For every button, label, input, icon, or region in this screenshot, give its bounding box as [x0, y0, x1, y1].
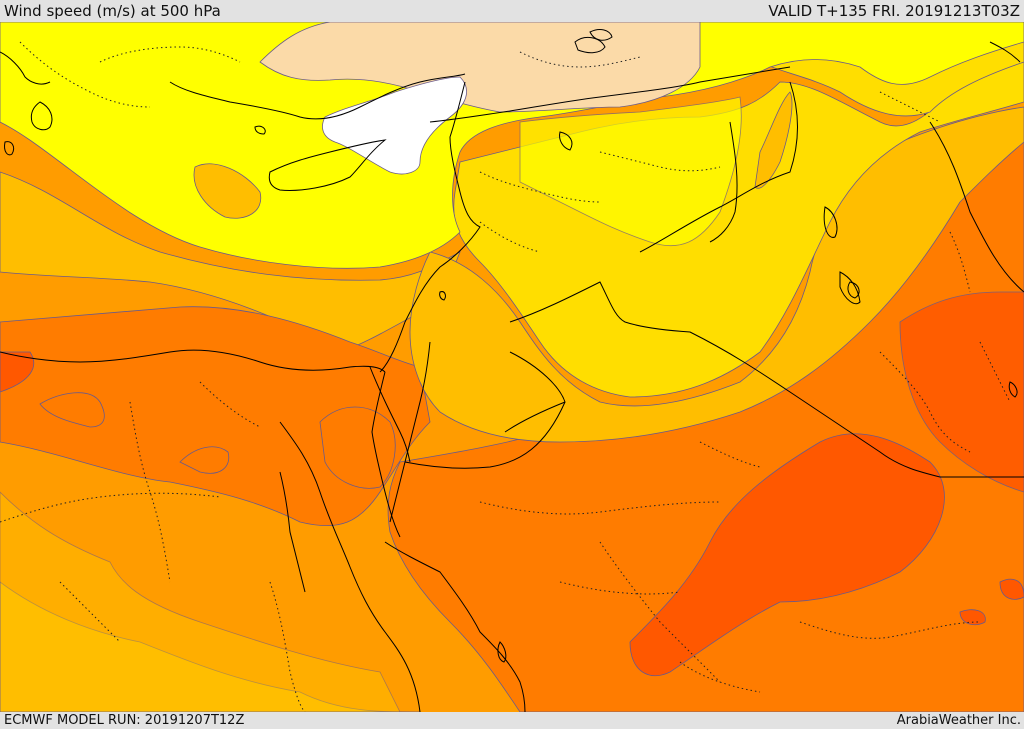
band-amber-southwest-2 — [0, 491, 401, 712]
wind-speed-map — [0, 22, 1024, 712]
model-run: ECMWF MODEL RUN: 20191207T12Z — [4, 713, 245, 728]
header-bar: Wind speed (m/s) at 500 hPa VALID T+135 … — [0, 0, 1024, 22]
band-yellow-central-lobe — [519, 96, 742, 247]
band-blob-east-small — [999, 578, 1024, 600]
band-redorange-west-blob — [0, 351, 35, 393]
credit: ArabiaWeather Inc. — [896, 713, 1021, 728]
band-redorange-east — [899, 291, 1024, 493]
band-calm-white — [322, 76, 467, 175]
valid-time: VALID T+135 FRI. 20191213T03Z — [768, 2, 1020, 20]
band-amber-northeast-stripe — [754, 91, 793, 189]
band-blob-west-amber — [193, 163, 262, 219]
band-blob-delta — [179, 446, 230, 474]
borders — [369, 66, 1024, 478]
small-features — [254, 36, 860, 663]
map-title: Wind speed (m/s) at 500 hPa — [4, 2, 221, 20]
province-lines — [0, 41, 1011, 712]
band-blob-sinai — [319, 406, 396, 489]
band-peach-north — [259, 22, 701, 113]
footer-bar: ECMWF MODEL RUN: 20191207T12Z ArabiaWeat… — [0, 712, 1024, 729]
band-blob-east-small-2 — [959, 609, 986, 626]
coastlines — [0, 29, 1024, 712]
band-redorange-core — [629, 433, 945, 677]
band-amber-central — [409, 106, 1024, 443]
band-blob-egypt-darkorange — [39, 392, 105, 428]
